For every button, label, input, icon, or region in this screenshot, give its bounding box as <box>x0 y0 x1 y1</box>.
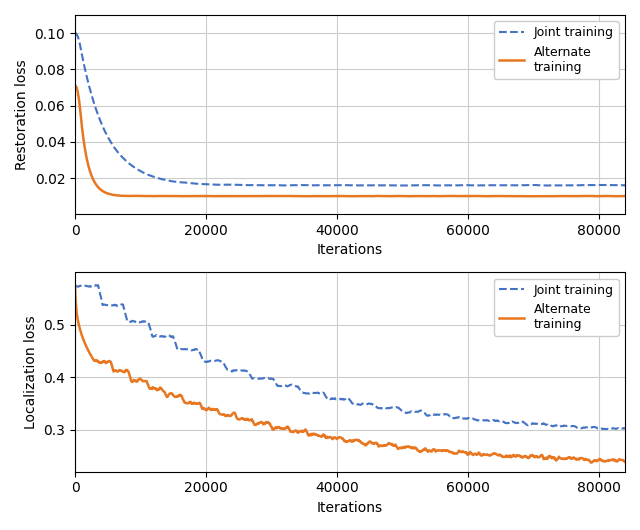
Joint training <box>511 419 518 426</box>
Alternate
training <box>127 193 135 199</box>
Alternate
training <box>304 193 312 199</box>
Joint training <box>128 318 136 324</box>
Alternate
training <box>127 378 135 384</box>
Joint training <box>314 182 321 189</box>
Alternate
training <box>294 429 301 436</box>
Alternate
training <box>621 193 629 199</box>
Alternate
training <box>500 193 508 199</box>
Alternate
training <box>510 452 518 458</box>
Alternate
training <box>500 454 508 460</box>
Alternate
training <box>71 282 79 289</box>
Line: Alternate
training: Alternate training <box>75 85 625 196</box>
Alternate
training <box>314 193 322 199</box>
Legend: Joint training, Alternate
training: Joint training, Alternate training <box>493 279 619 336</box>
Joint training <box>449 182 457 188</box>
Joint training <box>314 390 322 396</box>
Joint training <box>511 182 518 189</box>
Joint training <box>500 419 508 426</box>
Y-axis label: Restoration loss: Restoration loss <box>15 59 29 170</box>
Joint training <box>605 426 612 432</box>
X-axis label: Iterations: Iterations <box>317 243 383 258</box>
Joint training <box>621 182 629 189</box>
Joint training <box>449 415 457 421</box>
Joint training <box>621 426 629 432</box>
Joint training <box>71 30 79 36</box>
Alternate
training <box>588 460 595 466</box>
Joint training <box>71 282 79 289</box>
Joint training <box>294 383 302 390</box>
Alternate
training <box>314 432 321 438</box>
Line: Joint training: Joint training <box>75 33 625 186</box>
Alternate
training <box>621 459 629 465</box>
Joint training <box>294 182 301 188</box>
Line: Joint training: Joint training <box>75 285 625 429</box>
Alternate
training <box>449 449 456 456</box>
Alternate
training <box>449 193 457 199</box>
Joint training <box>500 182 508 189</box>
Joint training <box>127 162 135 168</box>
Legend: Joint training, Alternate
training: Joint training, Alternate training <box>493 21 619 78</box>
Y-axis label: Localization loss: Localization loss <box>24 315 38 429</box>
Alternate
training <box>294 193 301 199</box>
Joint training <box>438 182 446 189</box>
Alternate
training <box>71 82 79 89</box>
Line: Alternate
training: Alternate training <box>75 286 625 463</box>
Joint training <box>79 282 86 288</box>
X-axis label: Iterations: Iterations <box>317 501 383 515</box>
Alternate
training <box>511 193 518 199</box>
